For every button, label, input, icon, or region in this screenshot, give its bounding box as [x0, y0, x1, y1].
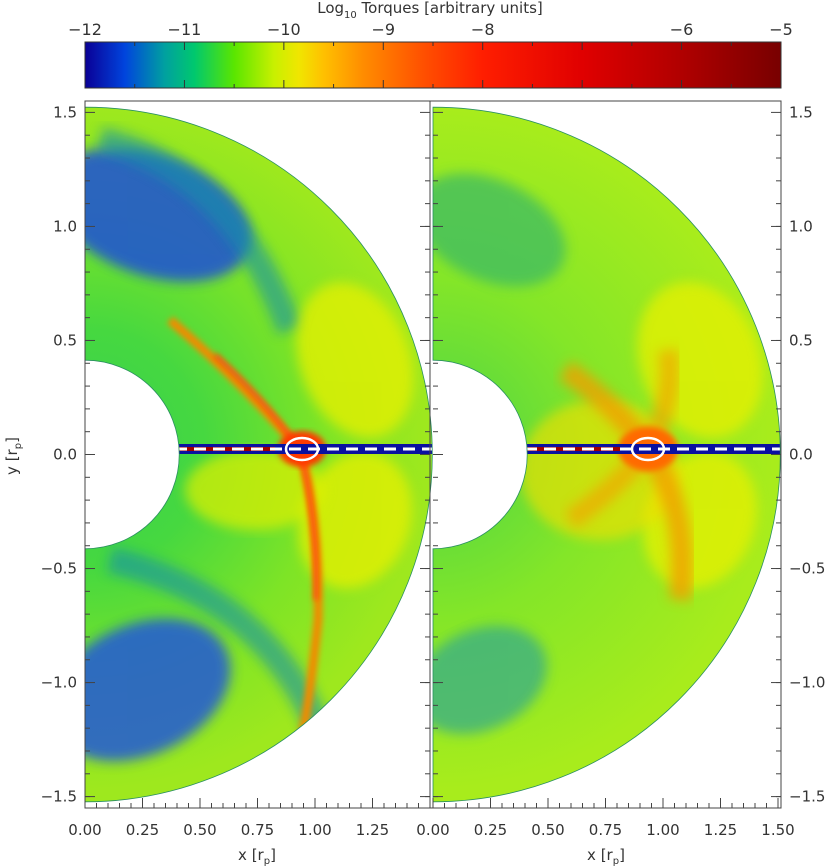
left-disk-outline: [84, 106, 433, 803]
colorbar-tick-label: −9: [371, 20, 395, 39]
yellow-lobe: [298, 451, 412, 589]
y-tick-label: 0.5: [53, 331, 77, 349]
colorbar: Log10 Torques [arbitrary units] −12 −11 −1…: [68, 0, 793, 89]
y-tick-label: −1.5: [41, 788, 77, 806]
x-tick-label: 1.00: [646, 821, 679, 839]
y-tick-label: 1.0: [789, 217, 813, 235]
colorbar-tick-label: −12: [68, 20, 102, 39]
y-tick-label: −1.0: [41, 674, 77, 692]
hill-sphere-outline: [284, 436, 320, 462]
x-tick-label: 1.00: [298, 821, 331, 839]
colorbar-tick-label: −5: [769, 20, 793, 39]
low-torque-region: [433, 625, 547, 735]
yellow-lobe: [185, 450, 325, 530]
left-disk-heatmap: [85, 107, 433, 802]
colorbar-tick-label: −10: [267, 20, 301, 39]
x-tick-label: 0.50: [531, 821, 564, 839]
colorbar-tick-labels: −12 −11 −10 −9 −8 −6 −5: [68, 20, 793, 39]
x-tick-label: 0.75: [241, 821, 274, 839]
colorbar-label: Log10 Torques [arbitrary units]: [317, 0, 543, 21]
y-tick-label: 0.5: [789, 331, 813, 349]
x-tick-label: 0.75: [589, 821, 622, 839]
colorbar-tick-label: −11: [168, 20, 202, 39]
left-x-axis-label: x [rp]: [238, 846, 276, 867]
colorbar-ticks: [84, 42, 782, 88]
colorbar-tick-label: −6: [670, 20, 694, 39]
right-disk-outline: [432, 106, 781, 803]
right-disk-heatmap: [433, 107, 781, 802]
right-x-axis-label: x [rp]: [587, 846, 625, 867]
low-torque-band: [96, 127, 303, 335]
left-panel: 0.00 0.25 0.50 0.75 1.00 1.25 1.5 1.0 0.5 0.0 −0.5…: [3, 100, 433, 867]
x-tick-label: 0.25: [126, 821, 159, 839]
y-tick-label: 0.0: [789, 446, 813, 464]
left-y-axis-label: y [rp]: [3, 437, 24, 475]
x-tick-label: 0.00: [68, 821, 101, 839]
right-panel: 0.00 0.25 0.50 0.75 1.00 1.25 1.50 1.5 1.0 0.5 0.0…: [416, 100, 825, 867]
colorbar-gradient: [84, 41, 782, 89]
y-tick-label: 1.5: [53, 103, 77, 121]
colorbar-tick-label: −8: [471, 20, 495, 39]
y-tick-label: −0.5: [789, 560, 825, 578]
x-tick-label: 0.25: [474, 821, 507, 839]
y-tick-label: −1.0: [789, 674, 825, 692]
y-tick-label: 1.0: [53, 217, 77, 235]
x-tick-label: 1.25: [704, 821, 737, 839]
low-torque-region: [85, 618, 231, 762]
y-tick-label: 1.5: [789, 103, 813, 121]
right-axis-ticks: 0.00 0.25 0.50 0.75 1.00 1.25 1.50 1.5 1.0 0.5 0.0…: [416, 103, 825, 839]
yellow-lobe: [296, 282, 414, 438]
x-tick-label: 0.50: [183, 821, 216, 839]
x-tick-label: 0.00: [416, 821, 449, 839]
x-tick-label: 1.25: [356, 821, 389, 839]
left-axis-ticks: 0.00 0.25 0.50 0.75 1.00 1.25 1.5 1.0 0.5 0.0 −0.5…: [41, 103, 430, 839]
y-tick-label: 0.0: [53, 446, 77, 464]
hill-sphere-outline: [630, 436, 666, 462]
y-tick-label: −0.5: [41, 560, 77, 578]
low-torque-region: [433, 173, 566, 287]
x-tick-label: 1.50: [761, 821, 794, 839]
y-tick-label: −1.5: [789, 788, 825, 806]
